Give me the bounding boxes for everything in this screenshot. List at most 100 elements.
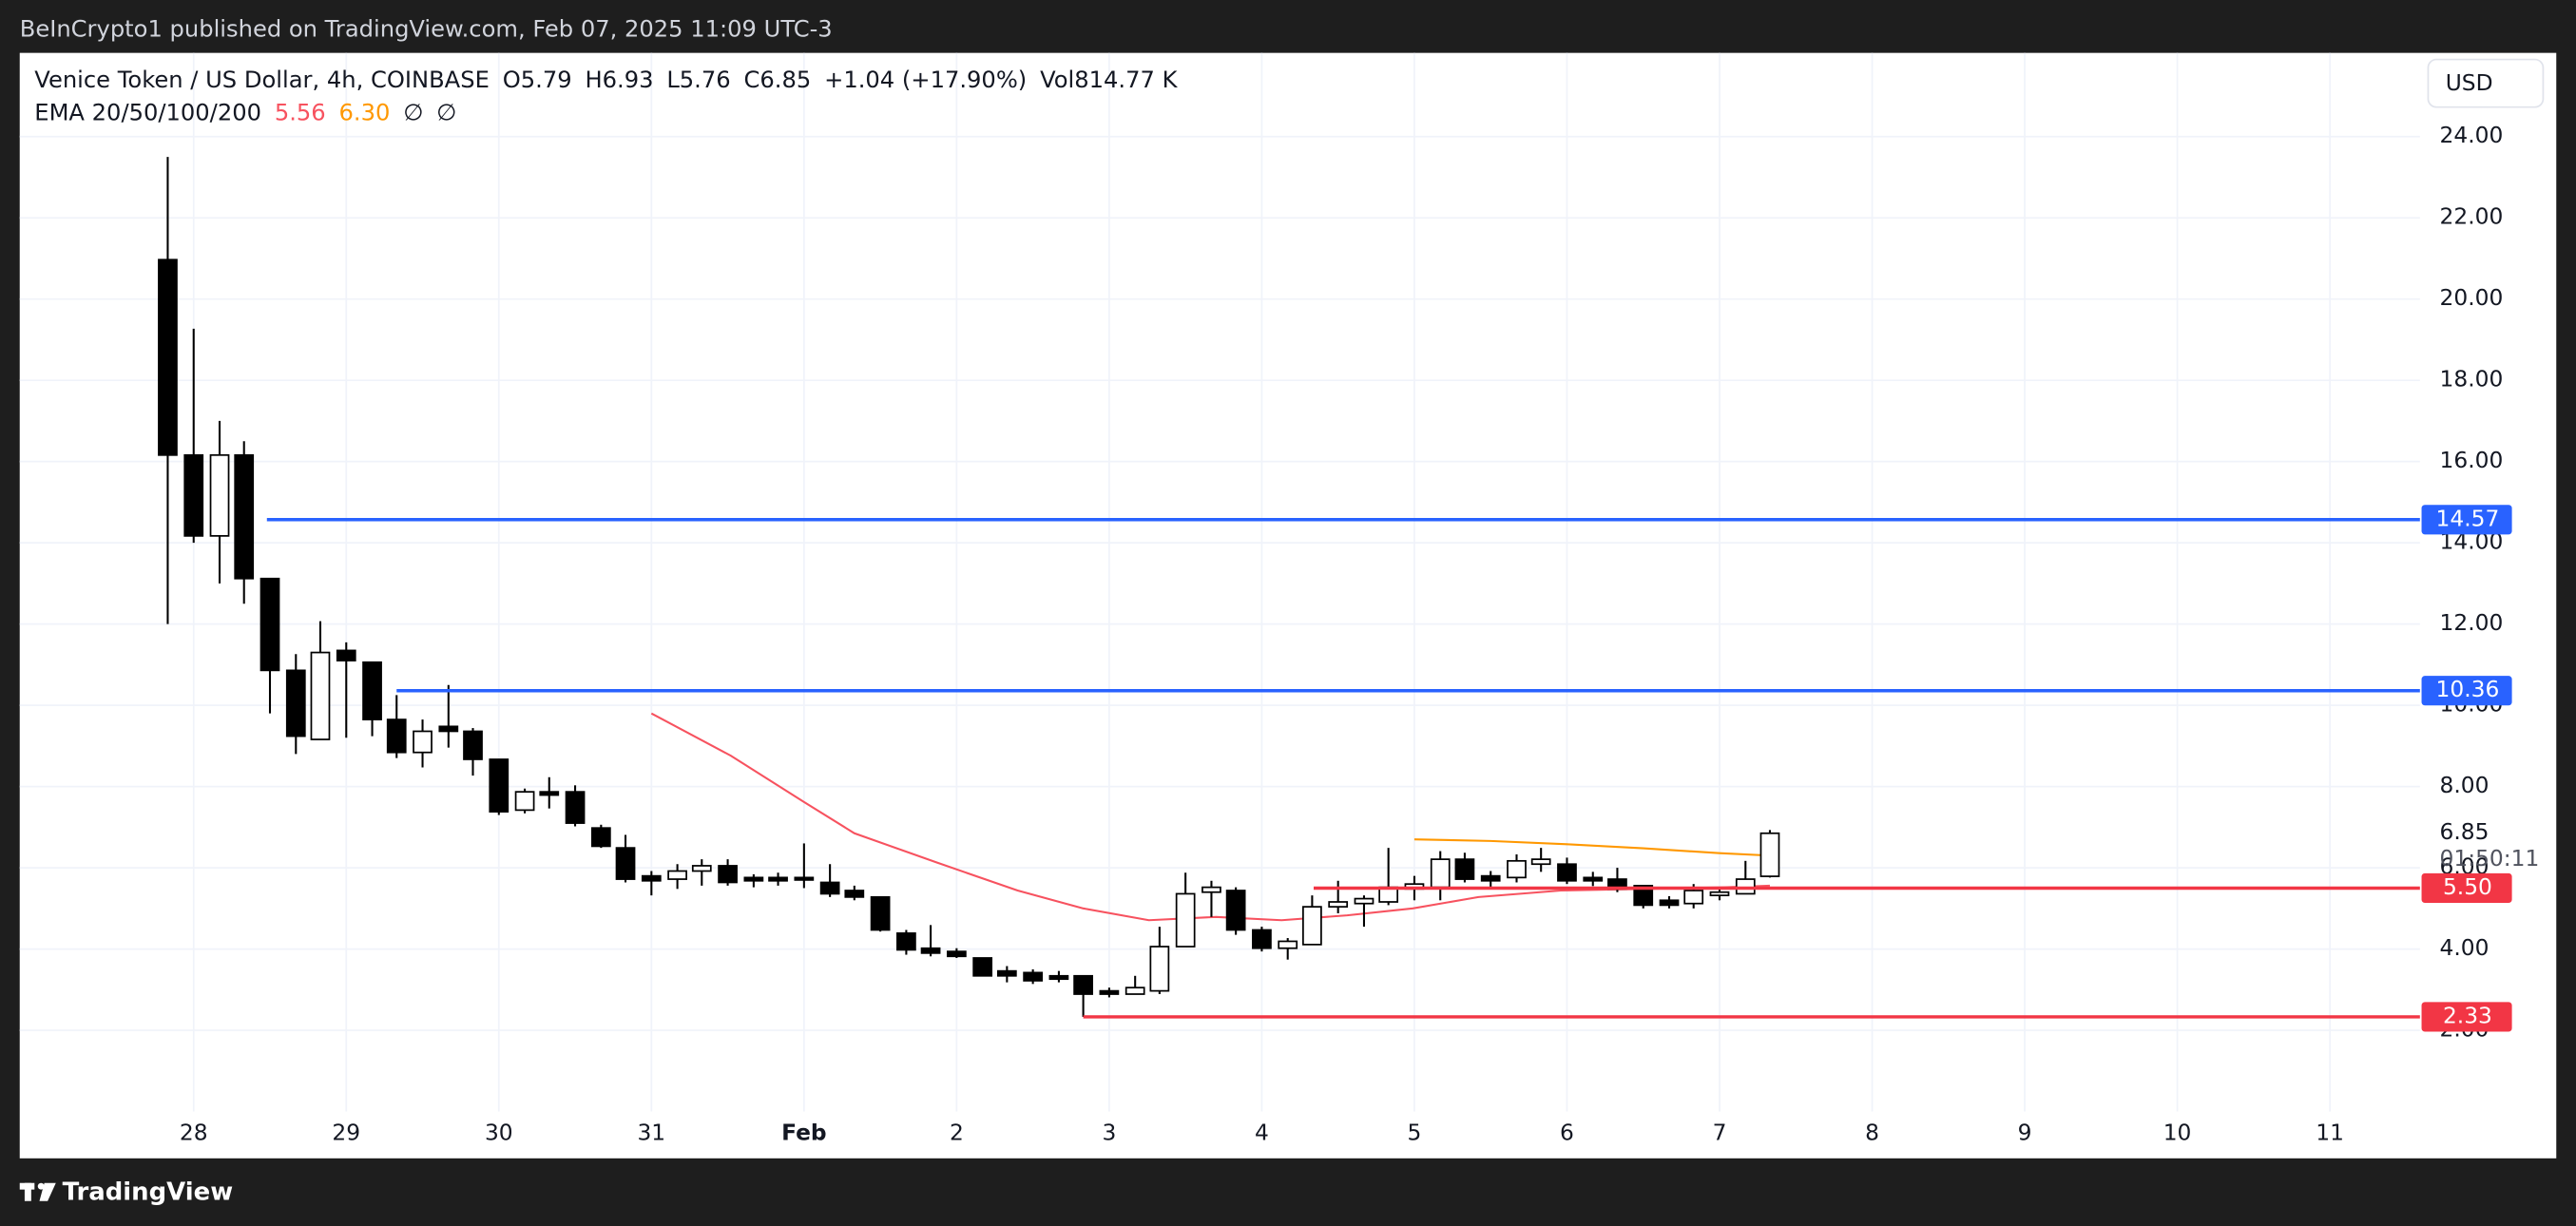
candle-body-down <box>1048 974 1069 981</box>
x-tick-label: 3 <box>1102 1119 1116 1145</box>
candle-body-up <box>1530 858 1551 866</box>
y-tick-label: 4.00 <box>2440 934 2489 961</box>
candle-body-down <box>386 718 407 754</box>
x-tick-label: 30 <box>485 1119 513 1145</box>
logo-part <box>24 1182 31 1201</box>
indicator-value: ∅ <box>436 100 456 126</box>
x-tick-label: 28 <box>180 1119 208 1145</box>
candle-body-down <box>896 932 916 951</box>
y-tick-label: 18.00 <box>2440 366 2504 393</box>
logo-part <box>39 1182 56 1201</box>
y-tick-label: 8.00 <box>2440 772 2489 798</box>
candle-body-down <box>768 876 788 882</box>
candle-body-up <box>1328 901 1349 908</box>
candle-body-up <box>1430 858 1451 889</box>
footer-brand: TradingView <box>63 1178 234 1207</box>
candle-body-down <box>946 950 967 958</box>
candle-body-down <box>819 881 840 895</box>
candle-body-up <box>1683 890 1704 905</box>
level-marker <box>2421 872 2512 904</box>
candle-body-down <box>463 730 483 760</box>
ohlc-value: O5.79 <box>503 67 572 93</box>
candle-body-up <box>1507 859 1527 879</box>
candle-body-up <box>1709 891 1730 897</box>
symbol-legend: Venice Token / US Dollar, 4h, COINBASE O5… <box>34 67 1178 93</box>
x-tick-label: 7 <box>1713 1119 1727 1145</box>
candle-body-down <box>870 895 891 931</box>
candle-body-down <box>641 874 662 882</box>
current-price: 6.85 <box>2440 818 2489 845</box>
bar-countdown: 01:50:11 <box>2440 845 2540 872</box>
candle-body-down <box>158 259 178 456</box>
candle-body-up <box>310 651 331 740</box>
candle-body-down <box>972 957 993 977</box>
x-tick-label: 4 <box>1255 1119 1269 1145</box>
logo-part <box>37 1182 45 1190</box>
y-tick-label: 20.00 <box>2440 284 2504 311</box>
candle-body-down <box>718 865 738 884</box>
y-tick-label: 16.00 <box>2440 447 2504 473</box>
candle-body-down <box>1583 876 1604 882</box>
x-tick-label: 29 <box>332 1119 360 1145</box>
candle-body-down <box>260 577 280 672</box>
footer-logo <box>19 1182 56 1201</box>
candle-body-up <box>514 791 535 812</box>
candle-body-down <box>336 649 356 661</box>
candle-body-up <box>209 453 230 537</box>
ohlc-value: C6.85 <box>743 67 811 93</box>
candle-body-up <box>1759 832 1780 877</box>
level-label: 5.50 <box>2443 873 2492 900</box>
indicator-value: 5.56 <box>275 100 326 126</box>
ohlc-value: H6.93 <box>585 67 653 93</box>
candle-body-down <box>1454 858 1475 880</box>
price-axis: 2.004.006.008.0010.0012.0014.0016.0018.0… <box>180 122 2539 1145</box>
candle-body-down <box>1023 971 1044 982</box>
candle-body-down <box>183 453 204 537</box>
x-tick-label: 10 <box>2163 1119 2192 1145</box>
candle-body-up <box>1201 886 1221 893</box>
ema-line <box>650 712 1771 922</box>
level-marker <box>2421 676 2512 706</box>
x-tick-label: 9 <box>2018 1119 2032 1145</box>
x-tick-label: 2 <box>950 1119 964 1145</box>
candle-body-down <box>1073 974 1093 995</box>
plot-area <box>158 157 2420 1019</box>
ohlc-value: Vol814.77 K <box>1040 67 1179 93</box>
publish-info: BeInCrypto1 published on TradingView.com… <box>20 15 833 42</box>
chart-panel <box>19 52 2557 1159</box>
x-tick-label: 8 <box>1865 1119 1879 1145</box>
candle-body-down <box>996 969 1017 977</box>
currency-button[interactable] <box>2427 58 2545 108</box>
candle-body-down <box>489 758 509 813</box>
candle-body-up <box>413 730 433 754</box>
candle-body-up <box>1278 940 1298 949</box>
candle-body-down <box>362 661 382 720</box>
candle-body-down <box>1633 885 1654 907</box>
ohlc-value: L5.76 <box>666 67 730 93</box>
candle-body-down <box>590 827 611 848</box>
indicator-legend: EMA 20/50/100/200 5.56 6.30 ∅ ∅ <box>34 100 456 126</box>
y-tick-label: 12.00 <box>2440 609 2504 636</box>
level-marker <box>2421 505 2512 535</box>
candle-body-up <box>1175 892 1196 948</box>
candle-body-down <box>565 791 586 824</box>
level-label: 2.33 <box>2443 1002 2492 1028</box>
x-tick-label: 11 <box>2316 1119 2344 1145</box>
candle-body-down <box>743 876 764 882</box>
candle-body-down <box>844 890 865 898</box>
candle-body-down <box>1252 929 1272 949</box>
symbol-name: Venice Token / US Dollar, 4h, COINBASE <box>34 67 490 93</box>
candle-body-down <box>615 847 636 880</box>
ema-line <box>1413 838 1771 857</box>
y-tick-label: 24.00 <box>2440 122 2504 148</box>
x-tick-label: 31 <box>637 1119 665 1145</box>
level-marker <box>2421 1002 2512 1032</box>
candle-body-down <box>1480 874 1501 882</box>
level-label: 14.57 <box>2436 505 2500 531</box>
candle-body-down <box>539 791 560 796</box>
x-tick-label: 5 <box>1408 1119 1422 1145</box>
indicator-value: ∅ <box>403 100 423 126</box>
candle-body-down <box>1557 863 1577 882</box>
